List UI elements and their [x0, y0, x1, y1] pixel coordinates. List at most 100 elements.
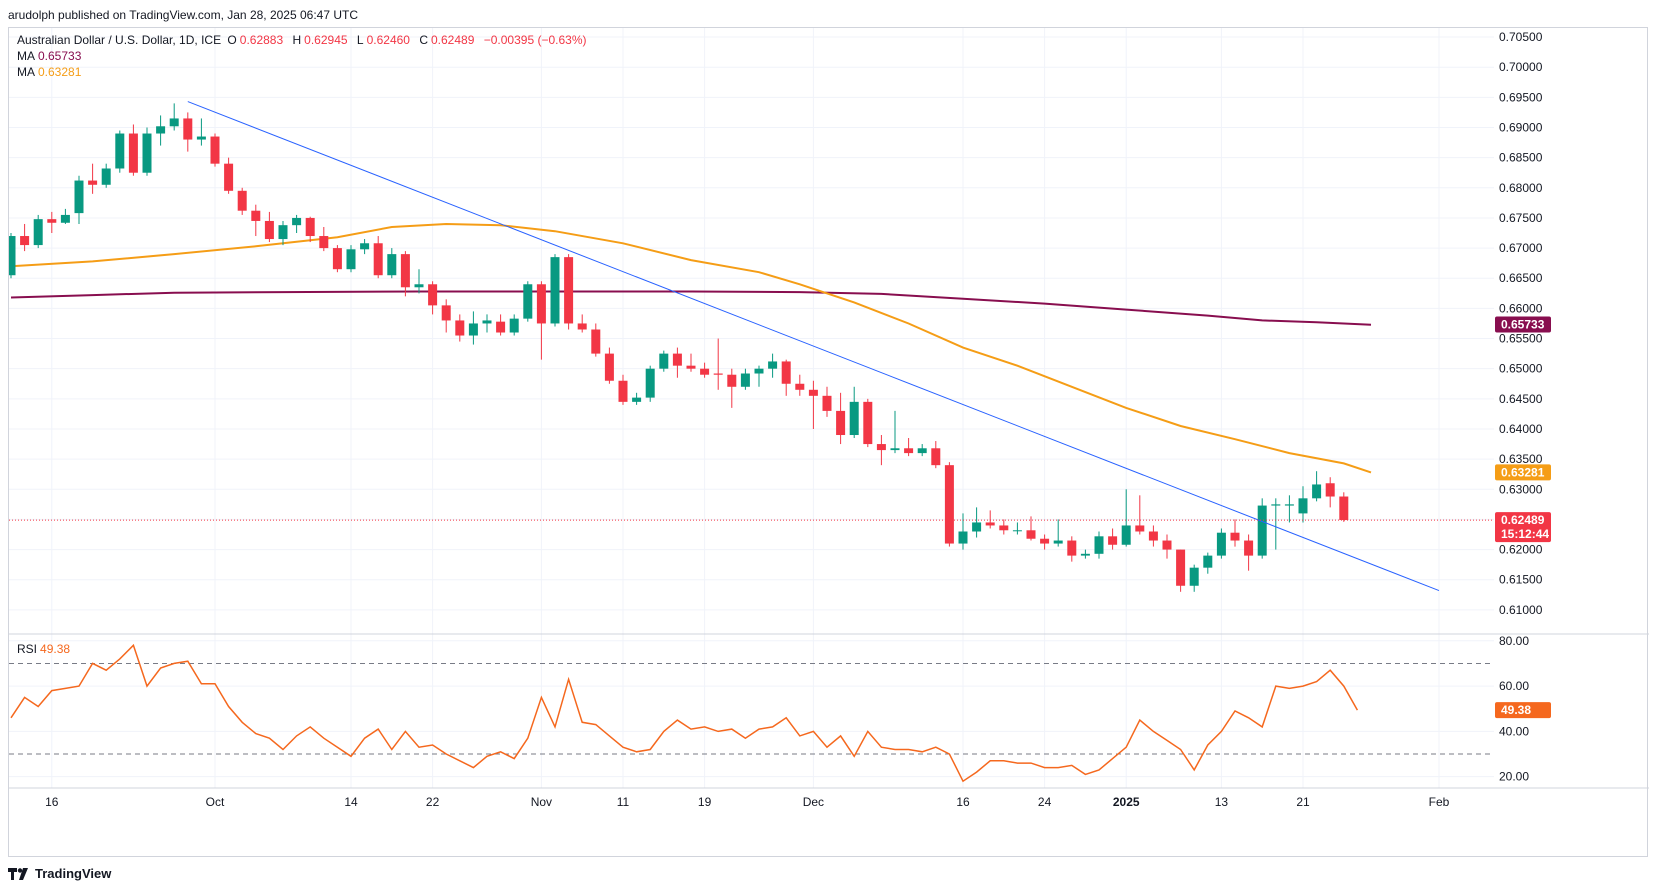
candle-body	[74, 180, 84, 214]
rsi-badge: 49.38	[1495, 702, 1551, 719]
time-tick-label: 2025	[1113, 795, 1140, 809]
time-tick-label: 13	[1215, 795, 1229, 809]
candle	[468, 311, 478, 345]
price-tick-label: 0.70000	[1499, 60, 1543, 74]
candle	[156, 115, 166, 146]
candle	[768, 353, 778, 378]
price-axis[interactable]: 0.610000.615000.620000.625000.630000.635…	[1499, 30, 1543, 784]
brand-name: TradingView	[35, 866, 112, 881]
price-tick-label: 0.66000	[1499, 301, 1543, 315]
ma-slow-legend[interactable]: MA 0.65733	[17, 49, 82, 63]
candle-body	[958, 531, 968, 544]
candle	[74, 175, 84, 224]
time-tick-label: Oct	[206, 795, 225, 809]
candle-body	[9, 236, 16, 276]
trendline-drawing[interactable]	[9, 101, 1494, 592]
candle-body	[1121, 525, 1131, 545]
candle	[781, 359, 791, 396]
candle-body	[768, 361, 778, 369]
candle-body	[781, 361, 791, 384]
time-tick-label: 24	[1038, 795, 1052, 809]
candle-body	[346, 249, 356, 270]
candle	[713, 338, 723, 390]
price-tick-label: 0.63500	[1499, 452, 1543, 466]
candle-body	[115, 133, 125, 169]
candle	[523, 281, 533, 322]
rsi-legend[interactable]: RSI 49.38	[17, 642, 71, 656]
candle	[1121, 489, 1131, 547]
candle	[618, 374, 628, 405]
candle	[264, 211, 274, 243]
candle	[9, 233, 16, 279]
candle-body	[686, 365, 696, 369]
publish-header: arudolph published on TradingView.com, J…	[8, 8, 359, 22]
candle-body	[441, 305, 451, 321]
candle	[659, 350, 669, 372]
candle	[414, 269, 424, 294]
ohlc-close: C 0.62489	[419, 33, 475, 47]
candle-body	[373, 243, 383, 276]
rsi-tick-label: 80.00	[1499, 634, 1529, 648]
candle-body	[196, 136, 206, 140]
candle	[237, 187, 247, 215]
candle	[564, 254, 574, 330]
downtrend-line	[187, 101, 1440, 592]
candle	[1312, 471, 1322, 502]
candle	[1271, 498, 1281, 550]
candle	[808, 380, 818, 429]
candle-body	[1189, 567, 1199, 586]
candle	[169, 103, 179, 131]
candle	[1012, 522, 1022, 535]
candle-body	[795, 383, 805, 390]
chart-canvas[interactable]: 0.610000.615000.620000.625000.630000.635…	[9, 28, 1649, 858]
candle	[1176, 549, 1186, 592]
candle-body	[387, 254, 397, 276]
panes	[9, 633, 1649, 789]
rsi-badge-text: 49.38	[1501, 703, 1531, 717]
candle-body	[999, 525, 1009, 531]
candle	[482, 314, 492, 333]
candles	[9, 103, 1349, 592]
candle	[183, 112, 193, 152]
ma-fast-legend[interactable]: MA 0.63281	[17, 65, 82, 79]
candle-body	[1339, 496, 1349, 521]
price-tick-label: 0.61000	[1499, 603, 1543, 617]
symbol-title[interactable]: Australian Dollar / U.S. Dollar, 1D, ICE	[17, 33, 222, 47]
candle	[33, 214, 43, 249]
candle	[101, 163, 111, 188]
candle	[1189, 564, 1199, 592]
candle	[890, 410, 900, 454]
candle	[577, 314, 587, 333]
time-tick-label: 19	[698, 795, 712, 809]
ma-slow-badge: 0.65733	[1495, 316, 1551, 333]
price-tick-label: 0.62000	[1499, 543, 1543, 557]
candle-body	[931, 448, 941, 466]
price-tick-label: 0.65000	[1499, 362, 1543, 376]
candle-body	[1108, 536, 1118, 545]
time-tick-label: 11	[617, 795, 630, 809]
candle	[1094, 531, 1104, 559]
candle	[224, 157, 234, 194]
time-axis[interactable]: 16 Oct 14 22 Nov 11 19 Dec 16 24 2025 13 21 Feb	[45, 795, 1450, 809]
rsi-pane	[9, 643, 1494, 783]
candle	[836, 392, 846, 445]
candle	[1325, 477, 1335, 508]
candle	[400, 251, 410, 297]
candle-body	[1012, 530, 1022, 532]
candle-body	[904, 448, 914, 454]
price-tick-label: 0.64000	[1499, 422, 1543, 436]
candle	[1135, 495, 1145, 535]
candle	[1148, 525, 1158, 547]
candle-body	[659, 353, 669, 369]
candle	[128, 124, 138, 176]
candle	[20, 223, 30, 252]
candle-body	[672, 353, 682, 366]
time-tick-label: Feb	[1429, 795, 1450, 809]
candle-body	[1230, 532, 1240, 541]
candle	[1108, 528, 1118, 550]
candle-body	[292, 217, 302, 226]
candle	[292, 214, 302, 234]
rsi-badge-bg	[1495, 702, 1551, 719]
candle-body	[876, 444, 886, 451]
